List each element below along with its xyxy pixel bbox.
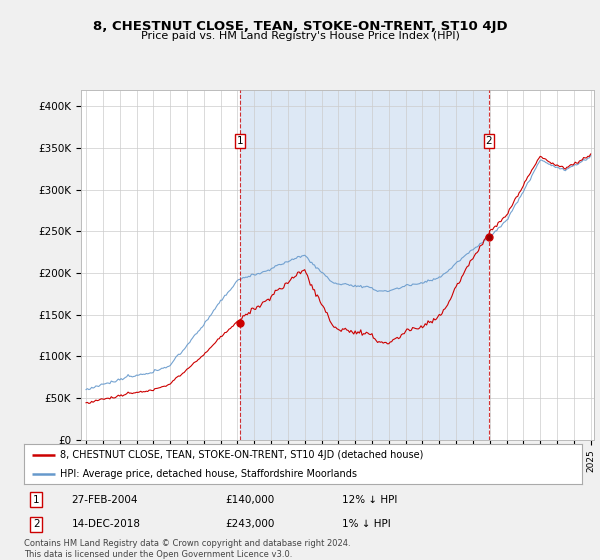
Text: 8, CHESTNUT CLOSE, TEAN, STOKE-ON-TRENT, ST10 4JD (detached house): 8, CHESTNUT CLOSE, TEAN, STOKE-ON-TRENT,… xyxy=(60,450,424,460)
Text: 14-DEC-2018: 14-DEC-2018 xyxy=(71,519,140,529)
Text: 2: 2 xyxy=(33,519,40,529)
Text: Price paid vs. HM Land Registry's House Price Index (HPI): Price paid vs. HM Land Registry's House … xyxy=(140,31,460,41)
Text: 2: 2 xyxy=(485,136,492,146)
Text: 12% ↓ HPI: 12% ↓ HPI xyxy=(342,494,397,505)
Text: £140,000: £140,000 xyxy=(225,494,274,505)
Text: 1: 1 xyxy=(33,494,40,505)
Text: 1: 1 xyxy=(236,136,243,146)
Text: Contains HM Land Registry data © Crown copyright and database right 2024.
This d: Contains HM Land Registry data © Crown c… xyxy=(24,539,350,559)
Text: 1% ↓ HPI: 1% ↓ HPI xyxy=(342,519,391,529)
Text: £243,000: £243,000 xyxy=(225,519,274,529)
Text: 8, CHESTNUT CLOSE, TEAN, STOKE-ON-TRENT, ST10 4JD: 8, CHESTNUT CLOSE, TEAN, STOKE-ON-TRENT,… xyxy=(92,20,508,32)
Bar xyxy=(240,90,489,440)
Text: HPI: Average price, detached house, Staffordshire Moorlands: HPI: Average price, detached house, Staf… xyxy=(60,469,357,479)
Text: 27-FEB-2004: 27-FEB-2004 xyxy=(71,494,138,505)
